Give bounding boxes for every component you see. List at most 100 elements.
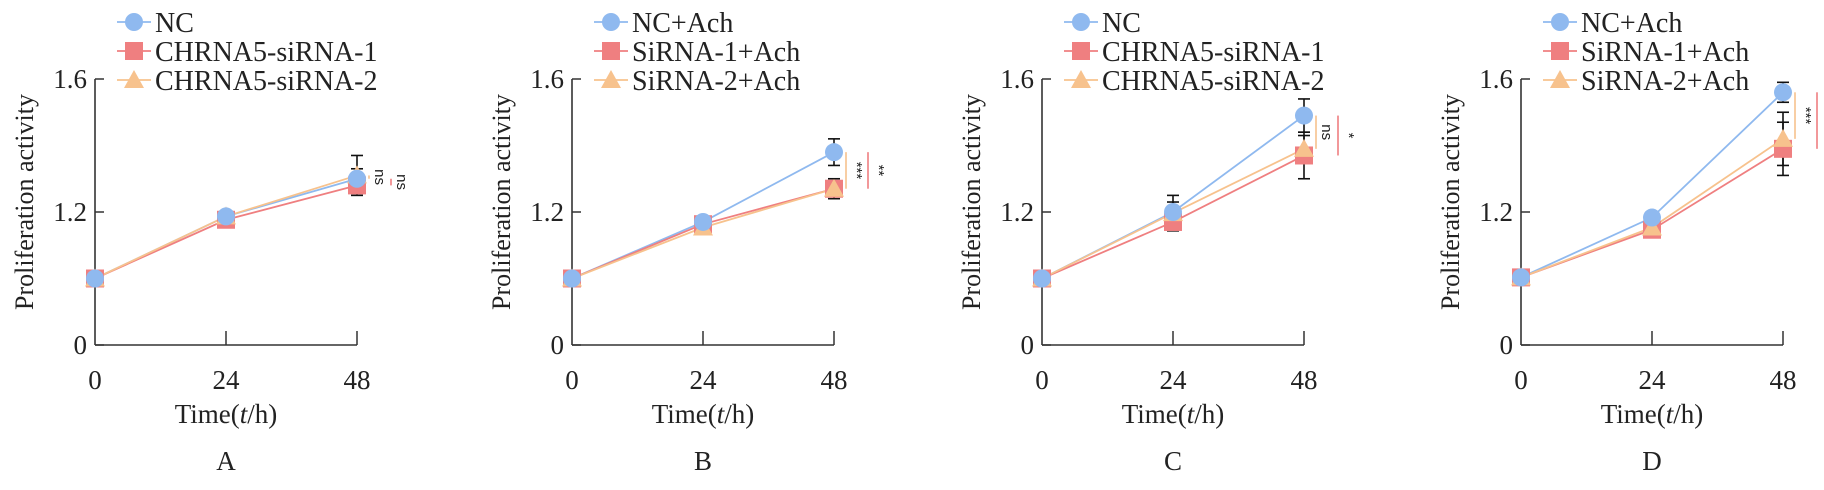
x-axis-label-part: Time( bbox=[1601, 399, 1666, 429]
legend-label: SiRNA-2+Ach bbox=[632, 66, 800, 97]
legend-marker bbox=[1551, 42, 1569, 60]
y-tick-label: 1.2 bbox=[1000, 197, 1034, 227]
x-axis-label-part: /h) bbox=[1194, 399, 1224, 429]
x-axis-label: Time(t/h) bbox=[175, 399, 278, 429]
x-axis-label-part: Time( bbox=[1122, 399, 1187, 429]
y-tick-label: 1.6 bbox=[53, 64, 87, 94]
legend-marker bbox=[602, 13, 620, 31]
x-tick-label: 48 bbox=[1770, 365, 1797, 395]
y-tick-label: 0 bbox=[551, 330, 565, 360]
x-axis-label: Time(t/h) bbox=[1122, 399, 1225, 429]
x-tick-label: 48 bbox=[821, 365, 848, 395]
x-tick-label: 0 bbox=[88, 365, 102, 395]
data-point bbox=[217, 207, 235, 226]
x-tick-label: 24 bbox=[1639, 365, 1667, 395]
y-axis-label: Proliferation activity bbox=[957, 94, 986, 310]
data-point bbox=[86, 269, 104, 288]
legend-label: NC bbox=[155, 8, 194, 39]
data-point bbox=[824, 178, 844, 197]
y-axis-label: Proliferation activity bbox=[10, 94, 39, 310]
legend-marker bbox=[1072, 13, 1090, 31]
y-axis-label: Proliferation activity bbox=[1436, 94, 1465, 310]
data-point bbox=[825, 143, 843, 162]
y-tick-label: 1.2 bbox=[53, 197, 87, 227]
significance-label: *** bbox=[1797, 107, 1814, 125]
x-axis-label-part: t bbox=[1666, 399, 1675, 429]
x-tick-label: 24 bbox=[1160, 365, 1188, 395]
data-point bbox=[348, 169, 366, 188]
x-tick-label: 48 bbox=[1291, 365, 1318, 395]
panel-label: A bbox=[216, 446, 236, 476]
legend-label: SiRNA-2+Ach bbox=[1581, 66, 1749, 97]
legend-label: CHRNA5-siRNA-2 bbox=[1102, 66, 1324, 97]
data-point bbox=[1512, 268, 1530, 287]
y-tick-label: 1.6 bbox=[1479, 64, 1513, 94]
panel-d: 0 1.2 1.6 0 24 48 Proliferation activity Time(t… bbox=[1436, 8, 1824, 476]
data-point bbox=[563, 269, 581, 288]
x-axis-label-part: /h) bbox=[724, 399, 754, 429]
x-axis-label-part: t bbox=[717, 399, 726, 429]
panel-c: 0 1.2 1.6 0 24 48 Proliferation activity Time(t… bbox=[957, 8, 1357, 476]
series-line bbox=[1520, 91, 1784, 279]
legend-marker bbox=[1071, 70, 1091, 88]
panel-b: 0 1.2 1.6 0 24 48 Proliferation activity Time(t… bbox=[487, 8, 887, 476]
panel-label: D bbox=[1642, 446, 1662, 476]
legend-marker bbox=[125, 42, 143, 60]
significance-label: *** bbox=[1819, 112, 1824, 130]
data-point bbox=[1773, 128, 1793, 147]
data-point bbox=[1033, 269, 1051, 288]
legend-label: CHRNA5-siRNA-1 bbox=[155, 37, 377, 68]
data-point bbox=[1294, 138, 1314, 157]
legend-marker bbox=[1072, 42, 1090, 60]
legend-label: NC+Ach bbox=[1581, 8, 1682, 39]
legend-marker bbox=[602, 42, 620, 60]
x-axis-label-part: /h) bbox=[247, 399, 277, 429]
x-axis-label-part: /h) bbox=[1673, 399, 1703, 429]
x-tick-label: 24 bbox=[213, 365, 241, 395]
x-tick-label: 48 bbox=[344, 365, 371, 395]
x-tick-label: 0 bbox=[1035, 365, 1049, 395]
legend-marker bbox=[601, 70, 621, 88]
significance-label: ns bbox=[371, 169, 388, 185]
series-line bbox=[1520, 138, 1784, 279]
legend-label: CHRNA5-siRNA-1 bbox=[1102, 37, 1324, 68]
x-axis-label-part: t bbox=[240, 399, 249, 429]
x-tick-label: 0 bbox=[1514, 365, 1528, 395]
legend-label: NC+Ach bbox=[632, 8, 733, 39]
x-axis-label: Time(t/h) bbox=[652, 399, 755, 429]
legend-marker bbox=[1550, 70, 1570, 88]
x-axis-label: Time(t/h) bbox=[1601, 399, 1704, 429]
panel-label: C bbox=[1164, 446, 1182, 476]
series-line bbox=[94, 184, 358, 280]
y-axis-label: Proliferation activity bbox=[487, 94, 516, 310]
y-tick-label: 0 bbox=[1500, 330, 1514, 360]
data-point bbox=[1295, 106, 1313, 125]
data-point bbox=[694, 212, 712, 231]
significance-label: ** bbox=[870, 165, 887, 177]
data-point bbox=[1164, 203, 1182, 221]
panel-label: B bbox=[694, 446, 712, 476]
x-axis-label-part: Time( bbox=[652, 399, 717, 429]
significance-label: ns bbox=[1318, 124, 1335, 140]
x-tick-label: 24 bbox=[690, 365, 718, 395]
significance-label: ns bbox=[393, 174, 410, 190]
legend-marker bbox=[125, 13, 143, 31]
y-tick-label: 1.2 bbox=[530, 197, 564, 227]
significance-label: * bbox=[1340, 133, 1357, 139]
y-tick-label: 0 bbox=[74, 330, 88, 360]
x-axis-label-part: Time( bbox=[175, 399, 240, 429]
legend-label: SiRNA-1+Ach bbox=[1581, 37, 1749, 68]
legend-label: CHRNA5-siRNA-2 bbox=[155, 66, 377, 97]
y-tick-label: 1.6 bbox=[530, 64, 564, 94]
panel-a: 0 1.2 1.6 0 24 48 Proliferation activity Time(t… bbox=[10, 8, 410, 476]
significance-label: *** bbox=[848, 162, 865, 180]
data-point bbox=[1643, 208, 1661, 227]
y-tick-label: 0 bbox=[1021, 330, 1035, 360]
legend-marker bbox=[124, 70, 144, 88]
x-tick-label: 0 bbox=[565, 365, 579, 395]
x-axis-label-part: t bbox=[1187, 399, 1196, 429]
y-tick-label: 1.2 bbox=[1479, 197, 1513, 227]
data-point bbox=[1774, 83, 1792, 102]
y-tick-label: 1.6 bbox=[1000, 64, 1034, 94]
